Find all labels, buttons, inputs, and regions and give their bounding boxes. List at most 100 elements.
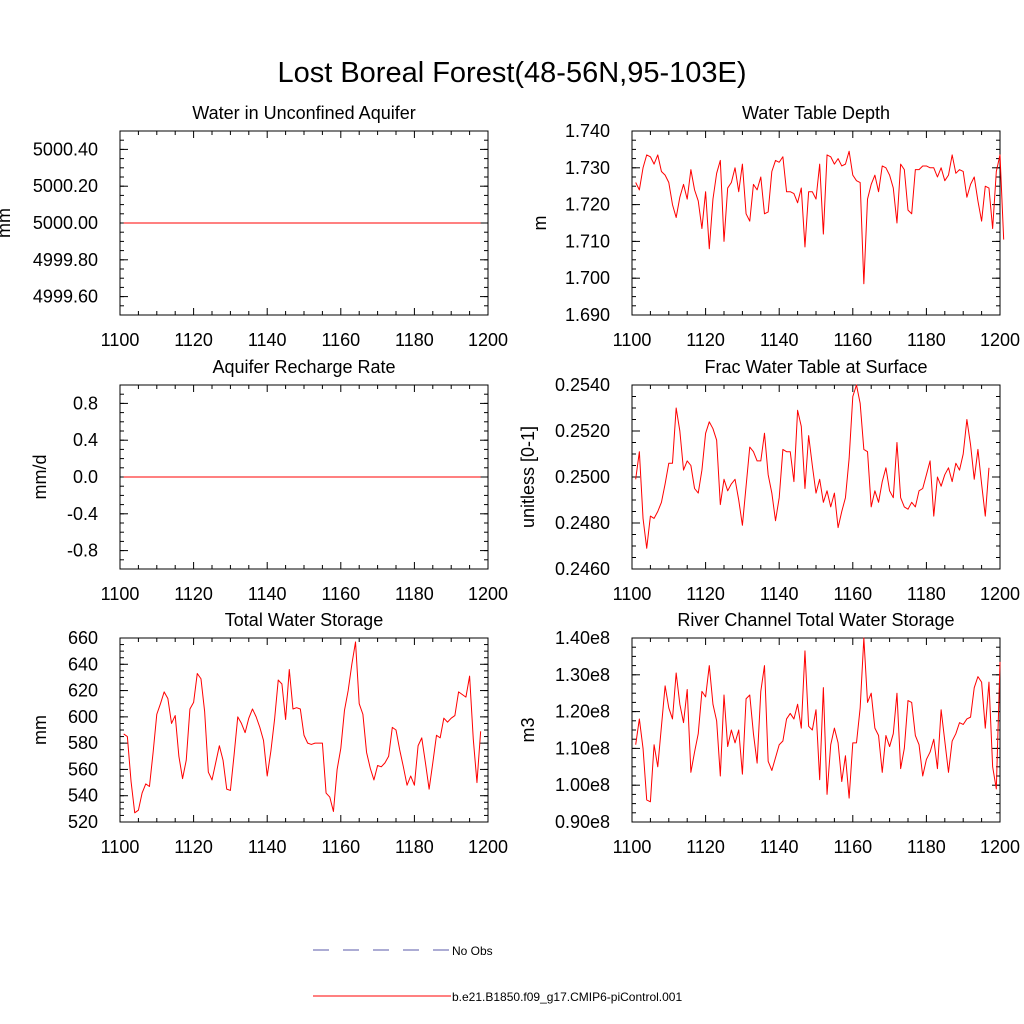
y-axis-label: mm xyxy=(30,715,50,745)
y-tick-label: 0.4 xyxy=(73,430,98,450)
x-tick-label: 1160 xyxy=(833,330,872,350)
x-tick-label: 1200 xyxy=(468,837,508,857)
x-tick-label: 1120 xyxy=(174,584,213,604)
x-tick-label: 1120 xyxy=(174,330,213,350)
y-tick-label: 0.2480 xyxy=(555,513,610,533)
x-tick-label: 1140 xyxy=(760,837,799,857)
y-tick-label: 620 xyxy=(68,681,98,701)
y-tick-label: 1.10e8 xyxy=(555,738,610,758)
x-tick-label: 1200 xyxy=(980,837,1020,857)
x-tick-label: 1140 xyxy=(760,584,799,604)
y-axis-label: mm/d xyxy=(30,455,50,500)
y-tick-label: 1.690 xyxy=(565,305,610,325)
y-tick-label: 1.720 xyxy=(565,195,610,215)
y-tick-label: 0.0 xyxy=(73,467,98,487)
x-tick-label: 1180 xyxy=(907,330,946,350)
y-tick-label: 1.20e8 xyxy=(555,702,610,722)
y-tick-label: 1.700 xyxy=(565,268,610,288)
y-axis-label: m3 xyxy=(518,717,538,742)
panel-title: Frac Water Table at Surface xyxy=(704,357,927,377)
plot-frame xyxy=(631,384,1001,570)
legend-label-no-obs: No Obs xyxy=(452,944,493,958)
x-tick-label: 1140 xyxy=(760,330,799,350)
y-tick-label: 540 xyxy=(68,786,98,806)
panel-title: Water Table Depth xyxy=(742,103,890,123)
series-line xyxy=(123,641,482,814)
panel-frac-water-table-at-surface: Frac Water Table at Surface 1100 1120 1140 1… xyxy=(518,357,1020,604)
panel-river-channel-total-water-storage: River Channel Total Water Storage 1100 112… xyxy=(518,610,1020,857)
y-tick-label: 5000.20 xyxy=(33,176,98,196)
x-tick-label: 1140 xyxy=(248,330,287,350)
x-tick-label: 1180 xyxy=(395,837,434,857)
y-axis-label: mm xyxy=(0,208,14,238)
x-tick-label: 1180 xyxy=(395,330,434,350)
y-axis-label: m xyxy=(530,216,550,231)
y-tick-label: 0.2460 xyxy=(555,559,610,579)
plot-frame xyxy=(631,637,1001,823)
y-tick-label: 640 xyxy=(68,654,98,674)
y-tick-label: 5000.00 xyxy=(33,213,98,233)
y-tick-label: 4999.80 xyxy=(33,250,98,270)
y-tick-label: 660 xyxy=(68,628,98,648)
x-tick-label: 1200 xyxy=(980,330,1020,350)
y-tick-label: 580 xyxy=(68,733,98,753)
panel-water-table-depth: Water Table Depth 1100 1120 1140 1160 1180 120… xyxy=(530,103,1020,350)
x-tick-label: 1100 xyxy=(613,330,652,350)
series-line xyxy=(635,384,990,549)
panel-title: Aquifer Recharge Rate xyxy=(212,357,395,377)
panel-title: Water in Unconfined Aquifer xyxy=(192,103,415,123)
x-tick-label: 1140 xyxy=(248,584,287,604)
x-tick-label: 1100 xyxy=(101,330,140,350)
x-tick-label: 1120 xyxy=(686,584,725,604)
x-tick-label: 1160 xyxy=(833,584,872,604)
y-tick-label: 1.730 xyxy=(565,158,610,178)
x-tick-label: 1200 xyxy=(980,584,1020,604)
y-tick-label: 0.2500 xyxy=(555,467,610,487)
plot-frame xyxy=(119,637,489,823)
x-tick-label: 1120 xyxy=(686,837,725,857)
x-tick-label: 1100 xyxy=(613,837,652,857)
figure-title: Lost Boreal Forest(48-56N,95-103E) xyxy=(277,57,746,89)
y-tick-label: 1.30e8 xyxy=(555,665,610,685)
y-tick-label: 0.8 xyxy=(73,393,98,413)
y-tick-label: 520 xyxy=(68,812,98,832)
y-tick-label: 1.710 xyxy=(565,231,610,251)
y-tick-label: 560 xyxy=(68,759,98,779)
y-tick-label: 1.40e8 xyxy=(555,628,610,648)
y-tick-label: 4999.60 xyxy=(33,287,98,307)
panel-title: River Channel Total Water Storage xyxy=(677,610,954,630)
series-line xyxy=(635,637,1001,803)
panel-title: Total Water Storage xyxy=(225,610,383,630)
x-tick-label: 1160 xyxy=(833,837,872,857)
x-tick-label: 1120 xyxy=(686,330,725,350)
x-tick-label: 1200 xyxy=(468,330,508,350)
x-tick-label: 1100 xyxy=(101,837,140,857)
x-tick-label: 1180 xyxy=(395,584,434,604)
y-tick-label: 0.2540 xyxy=(555,375,610,395)
y-tick-label: 0.90e8 xyxy=(555,812,610,832)
x-tick-label: 1140 xyxy=(248,837,287,857)
x-tick-label: 1200 xyxy=(468,584,508,604)
y-tick-label: -0.4 xyxy=(67,504,98,524)
x-tick-label: 1100 xyxy=(613,584,652,604)
y-tick-label: 600 xyxy=(68,707,98,727)
x-tick-label: 1120 xyxy=(174,837,213,857)
x-tick-label: 1180 xyxy=(907,584,946,604)
x-tick-label: 1160 xyxy=(321,330,360,350)
panels: Water in Unconfined Aquifer 1100 1120 1140 1… xyxy=(0,103,1020,857)
plot-frame xyxy=(631,130,1001,316)
y-tick-label: 1.00e8 xyxy=(555,775,610,795)
y-tick-label: -0.8 xyxy=(67,541,98,561)
series-line xyxy=(635,150,1005,285)
panel-total-water-storage: Total Water Storage 1100 1120 1140 1160 1180 1… xyxy=(30,610,508,857)
x-tick-label: 1180 xyxy=(907,837,946,857)
x-tick-label: 1160 xyxy=(321,837,360,857)
y-tick-label: 0.2520 xyxy=(555,421,610,441)
panel-water-in-unconfined-aquifer: Water in Unconfined Aquifer 1100 1120 1140 1… xyxy=(0,103,508,350)
x-tick-label: 1100 xyxy=(101,584,140,604)
y-tick-label: 1.740 xyxy=(565,121,610,141)
y-tick-label: 5000.40 xyxy=(33,139,98,159)
legend-label-model: b.e21.B1850.f09_g17.CMIP6-piControl.001 xyxy=(452,990,682,1004)
y-axis-label: unitless [0-1] xyxy=(518,426,538,528)
